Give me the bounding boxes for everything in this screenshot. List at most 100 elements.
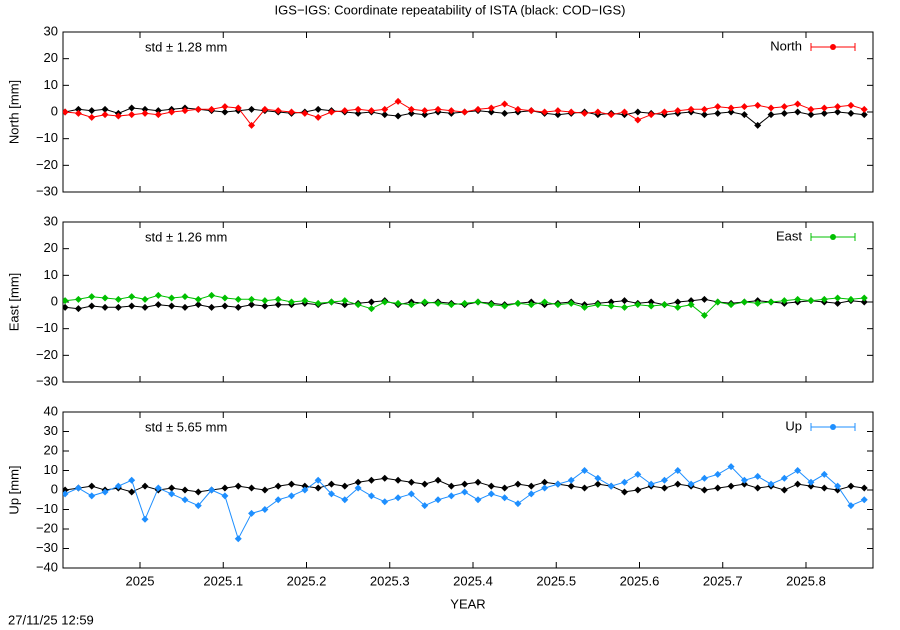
data-point — [501, 302, 509, 310]
data-point — [581, 484, 589, 492]
data-point — [421, 502, 429, 510]
series — [63, 291, 868, 319]
data-point — [780, 103, 788, 111]
data-point — [514, 299, 522, 307]
x-tick-label: 2025.1 — [203, 573, 243, 588]
data-point — [727, 104, 735, 112]
data-point — [714, 484, 722, 492]
data-point — [514, 105, 522, 113]
data-point — [327, 480, 335, 488]
data-point — [847, 502, 855, 510]
data-point — [541, 298, 549, 306]
data-point — [381, 111, 389, 119]
y-tick-label: 30 — [44, 423, 58, 438]
y-tick-label: 0 — [51, 481, 58, 496]
annotation: std ± 5.65 mm — [145, 419, 227, 434]
data-point — [367, 305, 375, 313]
data-point — [807, 297, 815, 305]
data-point — [327, 298, 335, 306]
data-point — [114, 295, 122, 303]
data-point — [101, 294, 109, 302]
data-point — [687, 105, 695, 113]
data-point — [208, 291, 216, 299]
data-point — [474, 478, 482, 486]
y-tick-label: 20 — [44, 442, 58, 457]
data-point — [740, 476, 748, 484]
y-tick-label: 40 — [44, 403, 58, 418]
data-point — [154, 107, 162, 115]
chart-title: IGS−IGS: Coordinate repeatability of IST… — [275, 2, 626, 17]
data-point — [567, 108, 575, 116]
data-point — [700, 311, 708, 319]
data-point — [194, 301, 202, 309]
data-point — [341, 107, 349, 115]
data-point — [314, 113, 322, 121]
data-point — [660, 108, 668, 116]
data-point — [354, 484, 362, 492]
data-point — [288, 492, 296, 500]
data-point — [567, 482, 575, 490]
data-point — [634, 116, 642, 124]
data-point — [221, 294, 229, 302]
data-point — [114, 112, 122, 120]
data-point — [74, 109, 82, 117]
y-axis-label: Up [mm] — [6, 465, 21, 514]
data-point — [88, 293, 96, 301]
data-point — [607, 298, 615, 306]
data-point — [647, 480, 655, 488]
data-point — [407, 301, 415, 309]
data-point — [154, 484, 162, 492]
data-point — [208, 105, 216, 113]
data-point — [181, 303, 189, 311]
data-point — [381, 298, 389, 306]
series — [63, 97, 868, 129]
y-tick-label: 30 — [44, 213, 58, 228]
data-point — [554, 301, 562, 309]
data-point — [421, 111, 429, 119]
data-point — [461, 488, 469, 496]
data-point — [581, 109, 589, 117]
y-tick-label: 10 — [44, 267, 58, 282]
data-point — [274, 301, 282, 309]
data-point — [274, 482, 282, 490]
data-point — [474, 496, 482, 504]
data-point — [394, 97, 402, 105]
legend-marker — [830, 44, 836, 50]
data-point — [261, 486, 269, 494]
data-point — [847, 482, 855, 490]
data-point — [407, 490, 415, 498]
data-point — [527, 490, 535, 498]
data-point — [128, 488, 136, 496]
data-point — [154, 291, 162, 299]
legend-label: Up — [785, 418, 802, 433]
data-point — [221, 492, 229, 500]
data-point — [807, 482, 815, 490]
data-point — [407, 478, 415, 486]
data-point — [288, 480, 296, 488]
data-point — [687, 301, 695, 309]
data-point — [314, 476, 322, 484]
data-point — [754, 299, 762, 307]
data-point — [168, 108, 176, 116]
data-point — [727, 108, 735, 116]
data-point — [780, 474, 788, 482]
x-tick-label: 2025.4 — [453, 573, 493, 588]
y-tick-label: −30 — [36, 183, 58, 198]
data-point — [194, 488, 202, 496]
data-point — [434, 299, 442, 307]
data-point — [740, 111, 748, 119]
data-point — [301, 482, 309, 490]
data-point — [794, 100, 802, 108]
data-point — [554, 111, 562, 119]
y-tick-label: 10 — [44, 462, 58, 477]
data-point — [514, 480, 522, 488]
data-point — [474, 105, 482, 113]
data-point — [367, 107, 375, 115]
data-point — [834, 103, 842, 111]
data-point — [141, 303, 149, 311]
data-point — [554, 107, 562, 115]
data-point — [221, 108, 229, 116]
data-point — [860, 298, 868, 306]
data-point — [487, 108, 495, 116]
